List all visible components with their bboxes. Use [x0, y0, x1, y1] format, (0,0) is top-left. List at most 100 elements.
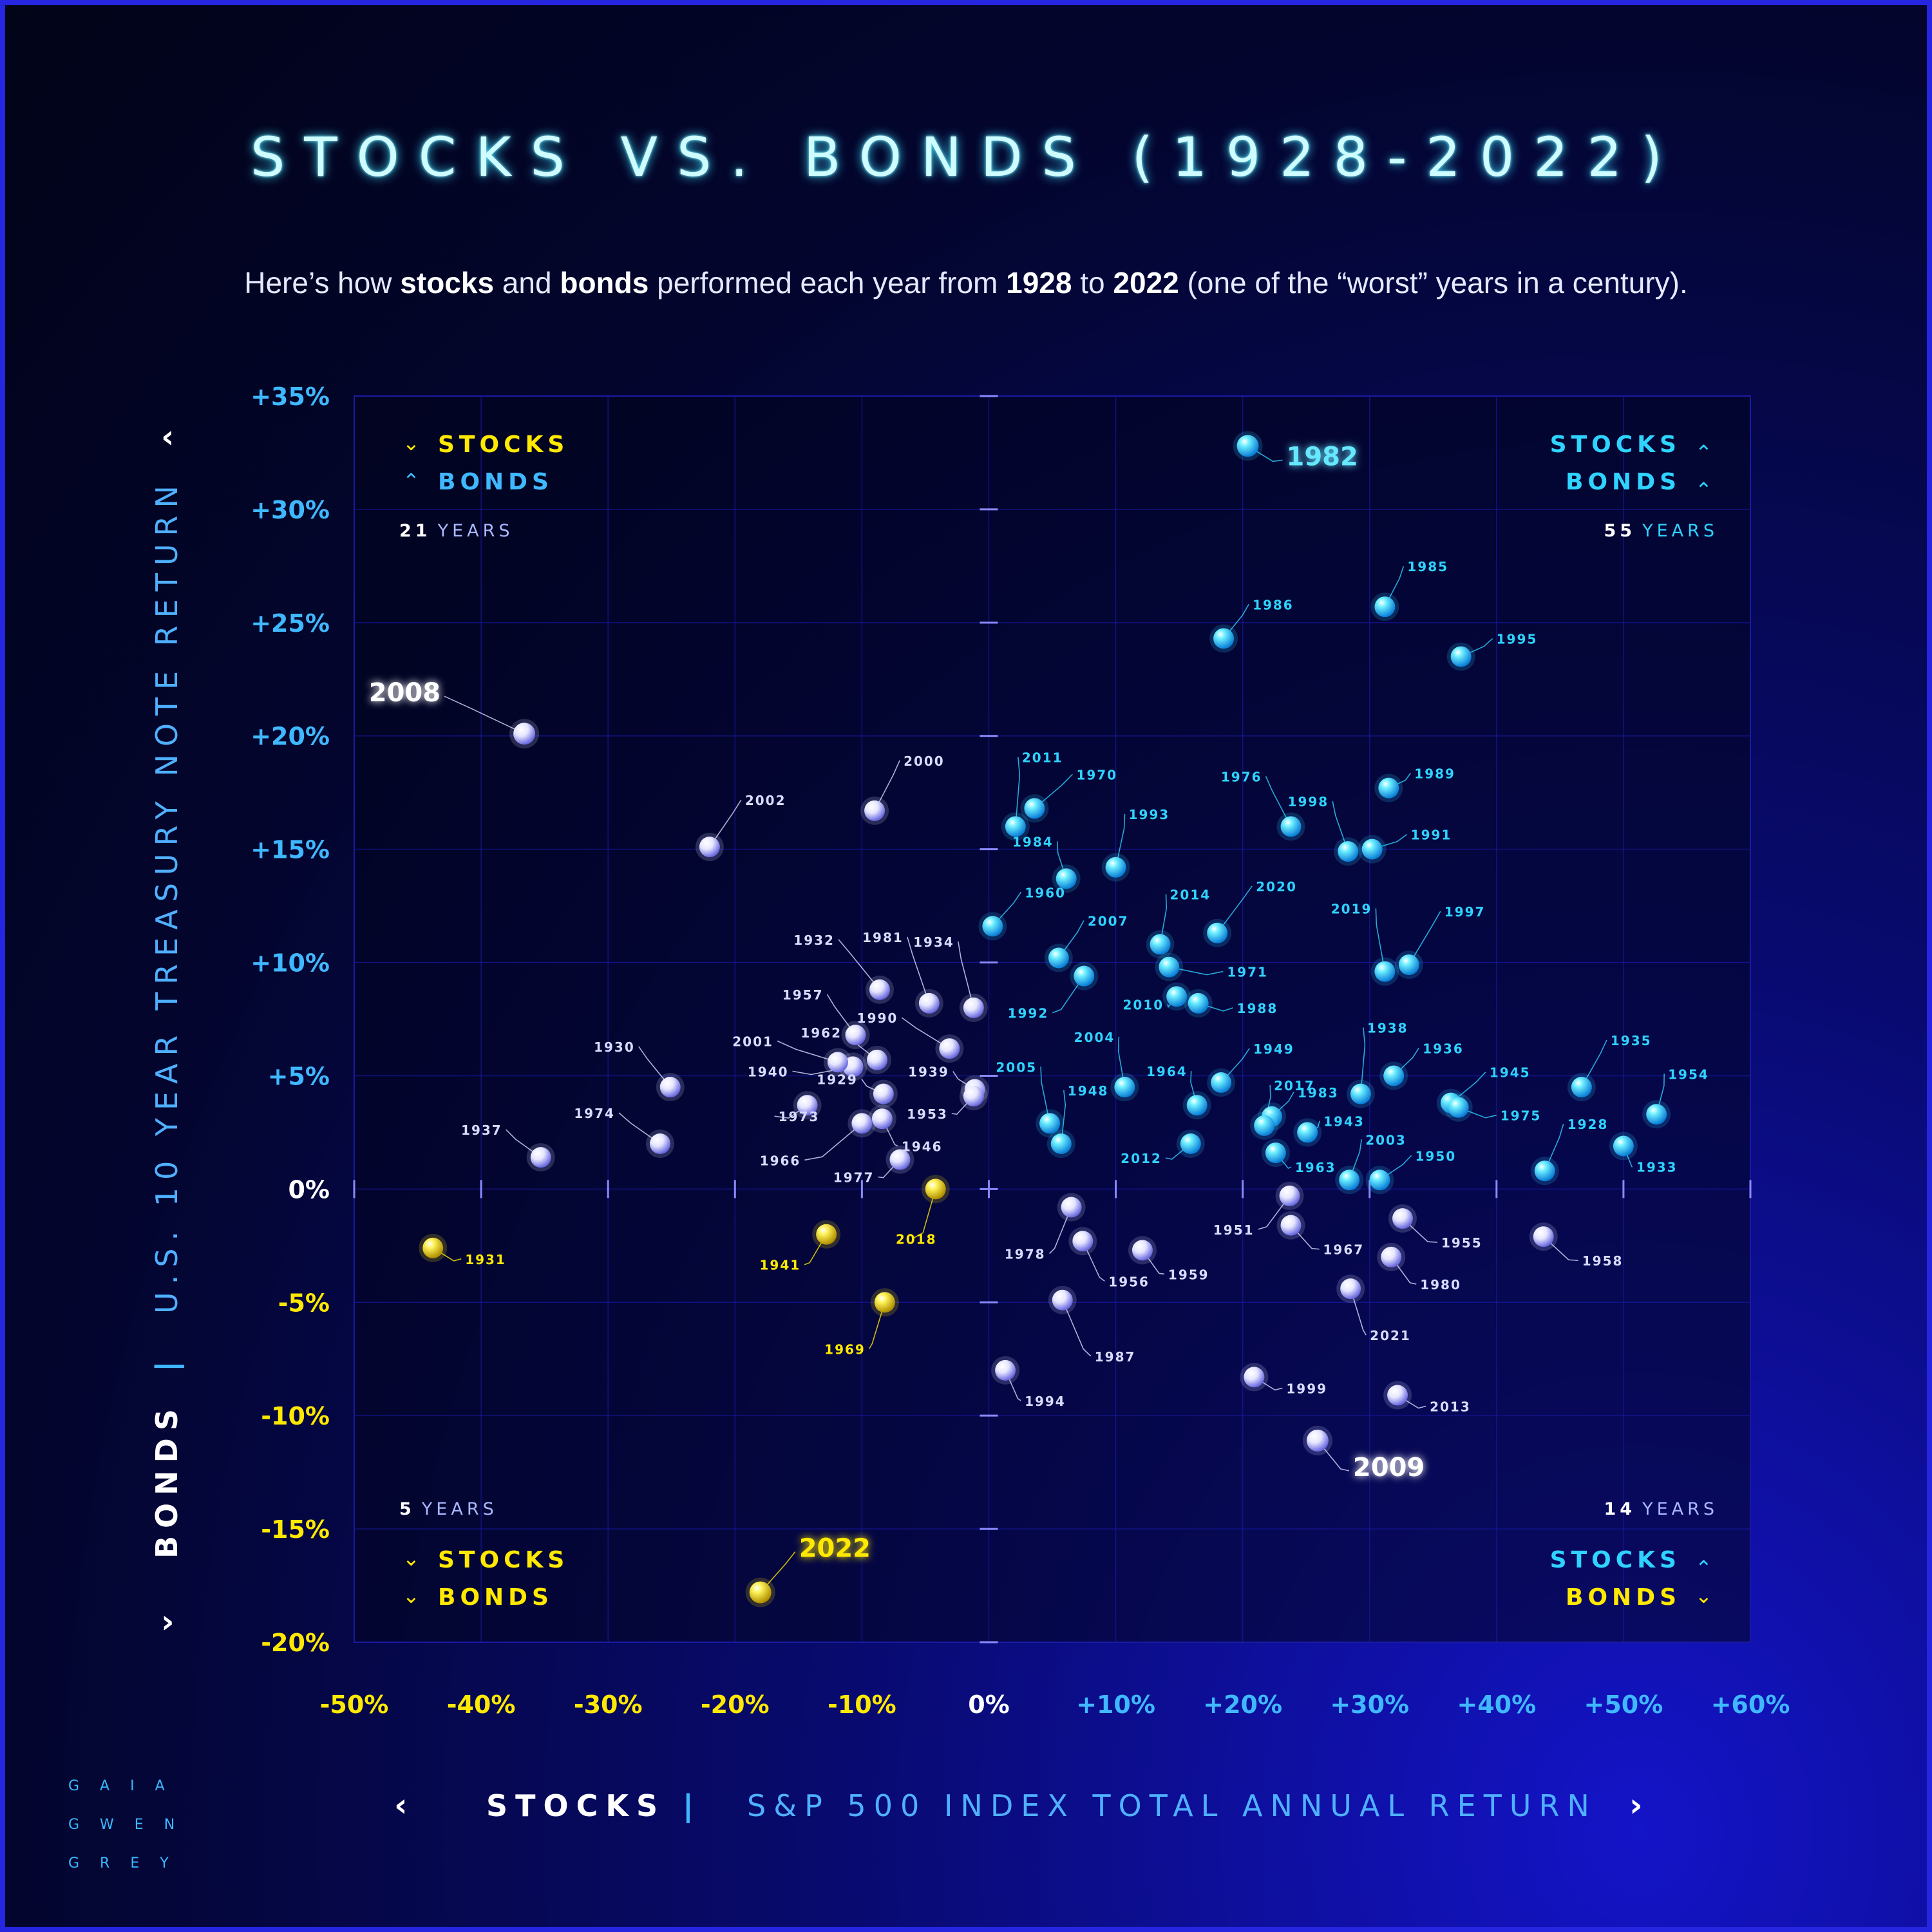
- leader-line: [1581, 1039, 1607, 1088]
- data-point: [1533, 1226, 1554, 1247]
- data-point: [513, 723, 536, 745]
- data-point: [851, 1113, 873, 1134]
- year-label: 2011: [1022, 750, 1063, 765]
- x-tick-labels: -50% -40% -30% -20% -10% 0% +10% +20% +30% +40% +5…: [320, 1690, 1790, 1719]
- data-point: [1646, 1104, 1667, 1125]
- leader-line: [1350, 1288, 1367, 1336]
- x-tick-label: -40%: [447, 1690, 516, 1719]
- subtitle-bold: bonds: [560, 266, 649, 299]
- year-label: 1945: [1490, 1065, 1531, 1081]
- data-point: [873, 1083, 894, 1104]
- year-label: 1998: [1288, 794, 1329, 810]
- data-point: [963, 1086, 984, 1107]
- data-point: [1180, 1133, 1201, 1154]
- year-label: 1932: [793, 933, 835, 948]
- leader-line: [1169, 966, 1224, 976]
- year-label: 2021: [1370, 1328, 1411, 1343]
- data-point: [889, 1149, 911, 1170]
- x-tick-label: +40%: [1457, 1690, 1536, 1719]
- arrow-down-icon: ⌄: [1695, 1584, 1712, 1608]
- grid-lines: [354, 395, 1751, 1643]
- leader-line: [1384, 565, 1405, 607]
- year-label: 2002: [745, 793, 786, 808]
- x-tick-label: -20%: [701, 1690, 770, 1719]
- data-point: [918, 992, 940, 1014]
- x-tick-label: +60%: [1711, 1690, 1790, 1719]
- year-label: 1939: [908, 1065, 949, 1080]
- leader-line: [874, 760, 900, 811]
- brand-line: GWEN: [68, 1817, 195, 1833]
- year-label: 1969: [824, 1341, 866, 1357]
- quadrant-stocks-label: STOCKS: [1550, 1547, 1681, 1573]
- year-label: 2020: [1256, 879, 1297, 895]
- data-point: [1450, 646, 1472, 667]
- quadrant-count-unit: YEARS: [1642, 521, 1718, 541]
- quadrant-count-number: 21: [399, 521, 431, 541]
- x-tick-label: -10%: [828, 1690, 896, 1719]
- leader-line: [1408, 911, 1441, 965]
- data-point: [1383, 1065, 1405, 1086]
- year-label: 1973: [779, 1109, 820, 1124]
- data-point: [1361, 838, 1383, 860]
- leader-line: [1115, 813, 1126, 867]
- leader-line: [869, 1302, 886, 1349]
- data-point: [659, 1077, 681, 1098]
- subtitle-bold: 2022: [1113, 266, 1179, 299]
- y-tick-label: +5%: [268, 1062, 330, 1090]
- year-label: 1976: [1221, 769, 1262, 784]
- year-label: 1997: [1444, 904, 1486, 920]
- year-label: 1982: [1287, 442, 1358, 471]
- y-tick-label: +20%: [251, 723, 330, 751]
- y-axis-title: ‹ BONDS | U.S. 10 YEAR TREASURY NOTE RET…: [149, 418, 185, 1640]
- leader-line: [444, 696, 525, 734]
- y-axis-title-text: U.S. 10 YEAR TREASURY NOTE RETURN: [149, 478, 184, 1314]
- data-point: [699, 837, 720, 858]
- data-point: [749, 1581, 772, 1604]
- y-tick-label: -10%: [261, 1402, 330, 1430]
- year-label: 1991: [1411, 828, 1452, 843]
- x-axis-title-bold: STOCKS: [486, 1788, 665, 1823]
- leader-line: [838, 939, 880, 990]
- data-point: [797, 1095, 818, 1116]
- year-label: 1988: [1237, 1001, 1278, 1016]
- arrow-up-icon: ⌃: [402, 469, 420, 493]
- data-point: [649, 1133, 670, 1154]
- data-point: [1005, 816, 1026, 837]
- year-label: 1967: [1323, 1242, 1365, 1258]
- chevron-down-icon: ›: [161, 1603, 175, 1640]
- year-label: 1959: [1168, 1267, 1209, 1282]
- year-label: 1993: [1129, 807, 1170, 822]
- year-label: 1960: [1025, 885, 1066, 900]
- leader-line: [709, 799, 742, 848]
- quadrant-count-unit: YEARS: [421, 1499, 498, 1519]
- year-label: 1975: [1501, 1108, 1542, 1124]
- year-label: 1980: [1420, 1277, 1461, 1293]
- x-axis-title-sep: |: [683, 1788, 701, 1824]
- brand-logo: GAIA GWEN GREY: [68, 1778, 195, 1871]
- page-subtitle: Here’s how stocks and bonds performed ea…: [0, 265, 1932, 300]
- x-axis-title-text: S&P 500 INDEX TOTAL ANNUAL RETURN: [747, 1788, 1597, 1823]
- data-point: [1265, 1142, 1286, 1164]
- x-tick-label: +20%: [1203, 1690, 1282, 1719]
- year-label: 1950: [1415, 1148, 1456, 1164]
- data-point: [1279, 1185, 1300, 1206]
- data-point: [530, 1147, 551, 1168]
- subtitle-part: and: [494, 266, 560, 299]
- quadrant-count: 14 YEARS: [1604, 1499, 1719, 1519]
- year-label: 1936: [1423, 1041, 1464, 1056]
- data-point: [1297, 1122, 1318, 1143]
- data-point: [1150, 934, 1171, 955]
- year-label: 1948: [1068, 1083, 1109, 1099]
- leader-line: [1375, 908, 1386, 972]
- y-axis-title-bold: BONDS: [149, 1401, 184, 1558]
- data-point: [1381, 1246, 1402, 1267]
- leader-line: [638, 1046, 671, 1088]
- year-label: 1981: [862, 930, 904, 945]
- quadrant-stocks-label: STOCKS: [438, 431, 569, 458]
- leader-line: [1062, 1300, 1092, 1357]
- data-point: [963, 997, 984, 1018]
- data-point: [982, 916, 1003, 937]
- leader-line: [506, 1129, 542, 1158]
- arrow-up-icon: ⌃: [1695, 478, 1712, 502]
- year-label: 1955: [1441, 1235, 1482, 1251]
